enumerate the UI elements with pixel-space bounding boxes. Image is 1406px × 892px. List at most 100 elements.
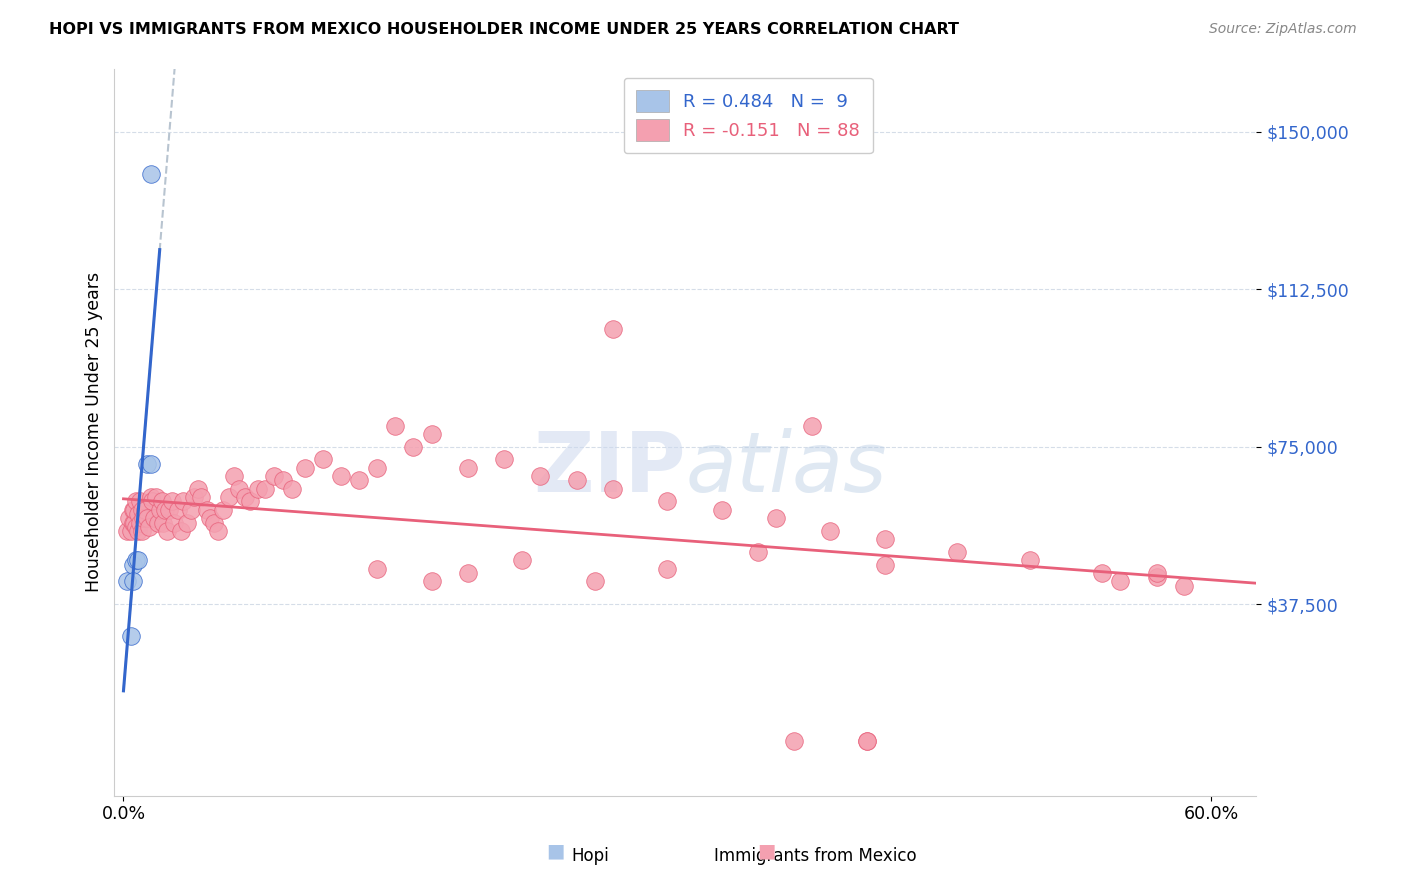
Point	[127, 524, 149, 538]
Point	[384, 418, 406, 433]
Text: ■: ■	[756, 842, 776, 861]
Point	[855, 734, 877, 748]
Point	[602, 482, 624, 496]
Point	[233, 491, 256, 505]
Point	[1018, 553, 1040, 567]
Point	[783, 734, 806, 748]
Point	[330, 469, 353, 483]
Point	[583, 574, 606, 589]
Point	[222, 469, 245, 483]
Point	[312, 452, 335, 467]
Point	[246, 482, 269, 496]
Point	[115, 524, 138, 538]
Point	[132, 511, 155, 525]
Point	[139, 167, 162, 181]
Point	[765, 511, 787, 525]
Point	[156, 524, 179, 538]
Point	[1173, 578, 1195, 592]
Point	[602, 322, 624, 336]
Point	[402, 440, 425, 454]
Text: Immigrants from Mexico: Immigrants from Mexico	[714, 847, 917, 865]
Point	[1146, 570, 1168, 584]
Point	[128, 494, 150, 508]
Point	[457, 566, 479, 580]
Point	[143, 511, 166, 525]
Point	[166, 503, 188, 517]
Point	[212, 503, 235, 517]
Point	[146, 516, 169, 530]
Point	[366, 461, 388, 475]
Y-axis label: Householder Income Under 25 years: Householder Income Under 25 years	[86, 272, 103, 592]
Point	[170, 524, 193, 538]
Point	[145, 491, 167, 505]
Point	[271, 474, 294, 488]
Point	[420, 574, 443, 589]
Point	[420, 427, 443, 442]
Point	[134, 503, 156, 517]
Point	[176, 516, 198, 530]
Point	[202, 516, 225, 530]
Point	[657, 562, 679, 576]
Point	[115, 574, 138, 589]
Point	[120, 524, 142, 538]
Point	[529, 469, 551, 483]
Point	[121, 558, 143, 572]
Point	[172, 494, 194, 508]
Point	[149, 503, 172, 517]
Point	[187, 482, 209, 496]
Point	[820, 524, 842, 538]
Point	[125, 553, 148, 567]
Point	[801, 418, 824, 433]
Point	[294, 461, 316, 475]
Point	[281, 482, 304, 496]
Point	[127, 507, 149, 521]
Text: ZIP: ZIP	[533, 428, 685, 509]
Point	[873, 533, 896, 547]
Text: atias: atias	[685, 428, 887, 509]
Point	[152, 516, 174, 530]
Point	[200, 511, 222, 525]
Point	[131, 524, 153, 538]
Point	[157, 503, 180, 517]
Point	[207, 524, 229, 538]
Text: ■: ■	[546, 842, 565, 861]
Point	[136, 511, 159, 525]
Point	[121, 503, 143, 517]
Point	[190, 491, 212, 505]
Point	[141, 494, 163, 508]
Point	[263, 469, 285, 483]
Point	[138, 519, 160, 533]
Point	[657, 494, 679, 508]
Point	[457, 461, 479, 475]
Point	[125, 519, 148, 533]
Legend: R = 0.484   N =  9, R = -0.151   N = 88: R = 0.484 N = 9, R = -0.151 N = 88	[624, 78, 873, 153]
Text: HOPI VS IMMIGRANTS FROM MEXICO HOUSEHOLDER INCOME UNDER 25 YEARS CORRELATION CHA: HOPI VS IMMIGRANTS FROM MEXICO HOUSEHOLD…	[49, 22, 959, 37]
Point	[366, 562, 388, 576]
Point	[747, 545, 769, 559]
Point	[218, 491, 240, 505]
Text: Source: ZipAtlas.com: Source: ZipAtlas.com	[1209, 22, 1357, 37]
Point	[139, 457, 162, 471]
Point	[163, 516, 186, 530]
Point	[121, 574, 143, 589]
Point	[124, 516, 146, 530]
Point	[118, 511, 141, 525]
Point	[120, 629, 142, 643]
Point	[946, 545, 969, 559]
Point	[1146, 566, 1168, 580]
Point	[128, 516, 150, 530]
Point	[347, 474, 370, 488]
Text: Hopi: Hopi	[572, 847, 609, 865]
Point	[121, 516, 143, 530]
Point	[510, 553, 533, 567]
Point	[195, 503, 218, 517]
Point	[150, 494, 173, 508]
Point	[873, 558, 896, 572]
Point	[131, 503, 153, 517]
Point	[1109, 574, 1132, 589]
Point	[239, 494, 262, 508]
Point	[180, 503, 202, 517]
Point	[124, 503, 146, 517]
Point	[253, 482, 276, 496]
Point	[139, 491, 162, 505]
